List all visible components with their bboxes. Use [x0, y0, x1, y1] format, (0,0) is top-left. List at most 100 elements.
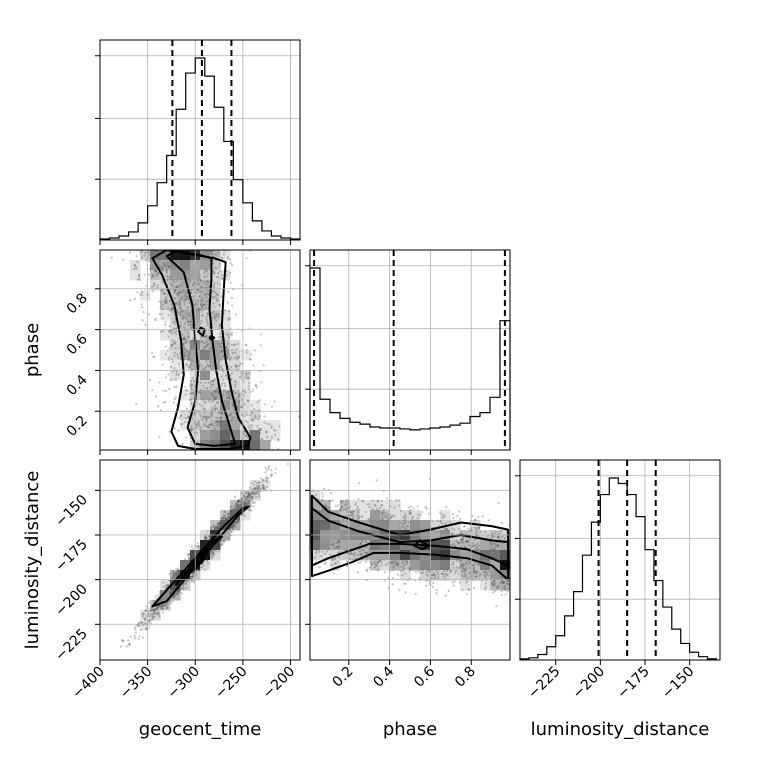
scatter-point	[328, 508, 332, 511]
density-cell	[340, 540, 351, 551]
scatter-point	[209, 528, 212, 531]
scatter-point	[234, 508, 237, 511]
scatter-point	[170, 303, 173, 306]
scatter-point	[246, 421, 249, 424]
scatter-point	[421, 569, 424, 572]
scatter-point	[198, 545, 201, 548]
scatter-point	[215, 314, 218, 317]
scatter-point	[395, 498, 398, 502]
scatter-point	[475, 572, 478, 575]
scatter-point	[214, 391, 217, 394]
density-cell	[170, 330, 181, 341]
scatter-point	[171, 370, 174, 373]
scatter-point	[151, 274, 154, 278]
scatter-point	[141, 621, 144, 624]
density-cell	[200, 260, 211, 271]
scatter-point	[262, 487, 265, 490]
scatter-point	[184, 315, 187, 319]
scatter-point	[226, 518, 229, 522]
scatter-point	[251, 418, 254, 421]
scatter-point	[476, 563, 479, 566]
scatter-point	[498, 536, 501, 539]
density-cell	[460, 570, 471, 581]
scatter-point	[406, 525, 409, 528]
scatter-point	[265, 431, 268, 434]
scatter-point	[166, 603, 169, 606]
scatter-point	[487, 574, 490, 577]
scatter-point	[258, 428, 262, 431]
scatter-point	[206, 363, 209, 366]
scatter-point	[225, 269, 228, 272]
scatter-point	[179, 311, 182, 314]
scatter-point	[135, 268, 138, 271]
scatter-point	[463, 570, 466, 573]
scatter-point	[226, 348, 230, 351]
scatter-point	[201, 384, 205, 387]
scatter-point	[165, 390, 168, 393]
scatter-point	[360, 515, 363, 518]
scatter-point	[152, 611, 155, 614]
scatter-point	[340, 499, 343, 502]
scatter-point	[468, 572, 471, 575]
scatter-point	[211, 428, 215, 431]
scatter-point	[159, 305, 162, 308]
scatter-point	[401, 558, 404, 562]
scatter-point	[147, 253, 150, 256]
scatter-point	[139, 621, 143, 624]
scatter-point	[204, 536, 207, 540]
scatter-point	[134, 631, 137, 634]
scatter-point	[200, 320, 203, 323]
scatter-point	[168, 387, 171, 391]
scatter-point	[251, 495, 254, 499]
scatter-point	[222, 253, 226, 256]
scatter-point	[221, 349, 224, 352]
scatter-point	[403, 516, 406, 520]
scatter-point	[242, 494, 246, 498]
scatter-point	[412, 507, 415, 510]
scatter-point	[375, 479, 378, 482]
scatter-point	[236, 500, 239, 504]
scatter-point	[258, 399, 261, 402]
scatter-point	[178, 569, 181, 573]
scatter-point	[195, 402, 199, 405]
scatter-point	[360, 499, 364, 503]
scatter-point	[183, 354, 186, 357]
scatter-point	[138, 274, 141, 277]
density-cell	[220, 430, 231, 441]
scatter-point	[167, 356, 170, 359]
scatter-point	[404, 519, 407, 523]
scatter-point	[186, 290, 189, 294]
density-cell	[220, 330, 231, 341]
scatter-point	[364, 552, 368, 555]
scatter-point	[165, 269, 168, 272]
density-cell	[200, 360, 211, 371]
scatter-point	[137, 278, 140, 281]
scatter-point	[380, 513, 384, 516]
scatter-point	[227, 397, 230, 400]
scatter-point	[333, 558, 337, 561]
scatter-point	[321, 492, 324, 495]
density-cell	[260, 430, 271, 441]
scatter-point	[235, 348, 238, 351]
scatter-point	[346, 499, 349, 502]
scatter-point	[173, 354, 176, 357]
scatter-point	[376, 560, 380, 564]
scatter-point	[213, 317, 216, 320]
scatter-point	[205, 269, 208, 272]
scatter-point	[262, 478, 265, 481]
scatter-point	[254, 414, 257, 417]
scatter-point	[432, 582, 435, 585]
scatter-point	[349, 551, 352, 554]
scatter-point	[478, 526, 481, 529]
scatter-point	[145, 259, 148, 262]
scatter-point	[204, 292, 207, 296]
scatter-point	[453, 580, 456, 583]
density-cell	[170, 290, 181, 301]
scatter-point	[226, 290, 230, 293]
scatter-point	[154, 269, 157, 272]
scatter-point	[175, 571, 178, 574]
scatter-point	[458, 527, 461, 530]
scatter-point	[461, 564, 465, 567]
scatter-point	[167, 264, 171, 267]
scatter-point	[463, 567, 466, 570]
